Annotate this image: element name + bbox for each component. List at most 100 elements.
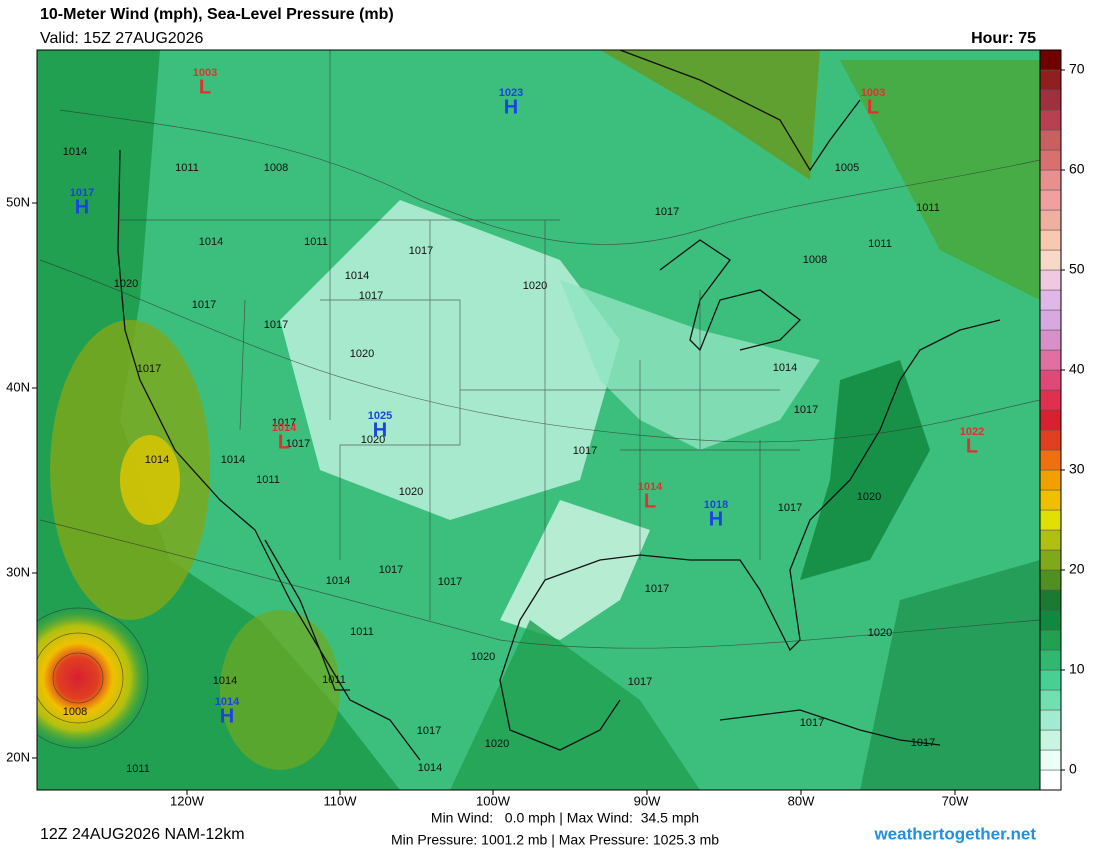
pressure-center-value: 1018	[704, 499, 728, 511]
isobar-label: 1017	[359, 290, 383, 302]
isobar-label: 1014	[345, 270, 369, 282]
isobar-label: 1017	[645, 583, 669, 595]
colorbar-tick-label: 20	[1069, 561, 1085, 577]
lon-label: 110W	[324, 793, 358, 808]
isobar-label: 1014	[418, 762, 442, 774]
isobar-label: 1017	[272, 417, 296, 429]
colorbar-bin	[1039, 129, 1062, 151]
isobar-label: 1014	[221, 454, 245, 466]
colorbar-bin	[1039, 249, 1062, 271]
isobar-label: 1011	[256, 474, 280, 486]
pressure-center-symbol: L	[278, 431, 290, 453]
lon-label: 70W	[942, 793, 969, 808]
wind-field	[37, 50, 1040, 790]
isobar-label: 1017	[137, 363, 161, 375]
colorbar-bin	[1039, 149, 1062, 171]
pressure-center-symbol: L	[966, 435, 978, 457]
colorbar-bin	[1039, 509, 1062, 531]
isobar-label: 1014	[145, 454, 169, 466]
isobar-label: 1014	[213, 675, 237, 687]
colorbar-bin	[1039, 229, 1062, 251]
isobar-label: 1017	[286, 438, 310, 450]
colorbar-bin	[1039, 389, 1062, 411]
colorbar-bin	[1039, 489, 1062, 511]
lat-label: 20N	[6, 749, 30, 764]
colorbar-tick-label: 60	[1069, 161, 1085, 177]
colorbar-tick-label: 0	[1069, 761, 1077, 777]
isobar-label: 1014	[63, 146, 87, 158]
pressure-center-value: 1003	[193, 67, 217, 79]
colorbar-bin	[1039, 609, 1062, 631]
colorbar-bin	[1039, 469, 1062, 491]
pressure-center-value: 1025	[368, 410, 392, 422]
pressure-center-symbol: H	[709, 508, 723, 530]
colorbar-bin	[1039, 529, 1062, 551]
isobar-label: 1011	[322, 674, 346, 686]
isobar-label: 1020	[399, 486, 423, 498]
colorbar-bin	[1039, 649, 1062, 671]
isobar-label: 1017	[409, 245, 433, 257]
isobar-label: 1017	[655, 206, 679, 218]
isobar-label: 1020	[350, 348, 374, 360]
valid-time: Valid: 15Z 27AUG2026	[40, 30, 203, 47]
isobar-label: 1017	[573, 445, 597, 457]
colorbar-tick-label: 30	[1069, 461, 1085, 477]
colorbar-bin	[1039, 409, 1062, 431]
colorbar-bin	[1039, 189, 1062, 211]
colorbar-bin	[1039, 689, 1062, 711]
isobar-label: 1011	[304, 236, 328, 248]
isobar-label: 1020	[114, 278, 138, 290]
isobar-label: 1011	[350, 626, 374, 638]
pressure-center-value: 1003	[861, 87, 885, 99]
colorbar-bin	[1039, 309, 1062, 331]
colorbar-bin	[1039, 349, 1062, 371]
isobar-label: 1020	[485, 738, 509, 750]
pressure-center-symbol: H	[504, 96, 518, 118]
isobar-label: 1011	[126, 763, 150, 775]
pressure-center-symbol: L	[867, 96, 879, 118]
title: 10-Meter Wind (mph), Sea-Level Pressure …	[40, 6, 394, 23]
isobar-label: 1017	[628, 676, 652, 688]
colorbar-tick-label: 40	[1069, 361, 1085, 377]
isobar-label: 1008	[63, 706, 87, 718]
isobar-label: 1017	[264, 319, 288, 331]
colorbar-bin	[1039, 169, 1062, 191]
pressure-center-value: 1014	[272, 422, 297, 434]
pressure-center-symbol: H	[220, 705, 234, 727]
lat-label: 30N	[6, 564, 30, 579]
wind-stats: Min Wind: 0.0 mph | Max Wind: 34.5 mph	[431, 810, 699, 826]
model-run: 12Z 24AUG2026 NAM-12km	[40, 826, 245, 843]
lon-label: 80W	[788, 793, 815, 808]
colorbar-bin	[1039, 589, 1062, 611]
isobar-label: 1017	[192, 299, 216, 311]
isobar-label: 1017	[438, 576, 462, 588]
isobar-label: 1017	[778, 502, 802, 514]
colorbar-bin	[1039, 69, 1062, 91]
isobar-label: 1020	[471, 651, 495, 663]
colorbar-bin	[1039, 769, 1062, 791]
colorbar-bin	[1039, 109, 1062, 131]
lat-label: 40N	[6, 379, 30, 394]
colorbar: 0 10 20 30 40 50 60 70	[1039, 49, 1085, 791]
colorbar-tick-label: 10	[1069, 661, 1085, 677]
colorbar-bin	[1039, 709, 1062, 731]
site-link[interactable]: weathertogether.net	[873, 824, 1036, 843]
pressure-center-value: 1022	[960, 426, 984, 438]
isobar-label: 1020	[523, 280, 547, 292]
colorbar-tick-label: 50	[1069, 261, 1085, 277]
colorbar-bin	[1039, 669, 1062, 691]
colorbar-bin	[1039, 209, 1062, 231]
colorbar-frame	[1039, 49, 1062, 791]
lon-label: 100W	[476, 793, 511, 808]
colorbar-bin	[1039, 429, 1062, 451]
pressure-center-value: 1014	[215, 696, 240, 708]
lat-label: 50N	[6, 194, 30, 209]
isobar-label: 1005	[835, 162, 859, 174]
isobar-label: 1014	[773, 362, 797, 374]
isobar-label: 1014	[199, 236, 223, 248]
colorbar-bin	[1039, 729, 1062, 751]
pressure-center-symbol: H	[373, 419, 387, 441]
pressure-center-value: 1023	[499, 87, 523, 99]
colorbar-bin	[1039, 369, 1062, 391]
colorbar-bin	[1039, 329, 1062, 351]
